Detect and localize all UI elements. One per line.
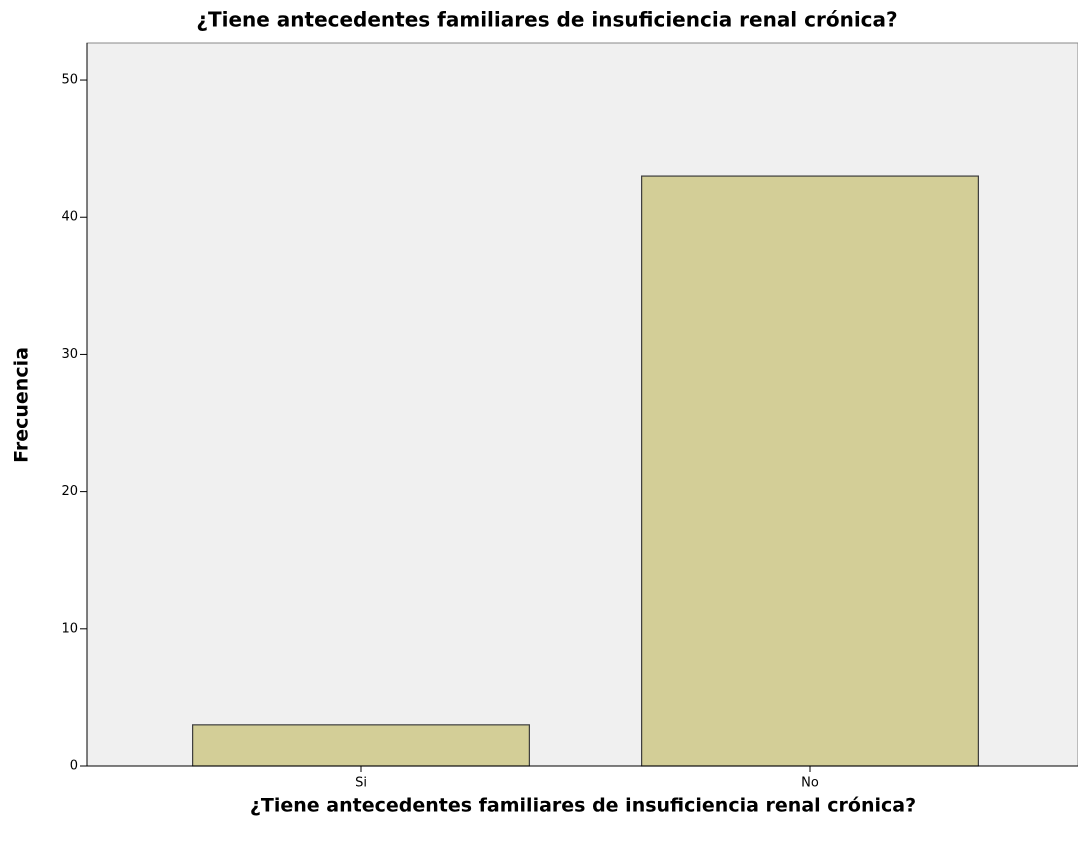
x-tick-label: Si <box>355 776 367 791</box>
x-axis-title: ¿Tiene antecedentes familiares de insufi… <box>250 795 916 817</box>
bar <box>192 724 530 767</box>
y-axis-title: Frecuencia <box>11 347 33 463</box>
y-tick-label: 10 <box>61 621 78 636</box>
y-tick-label: 0 <box>70 759 78 774</box>
y-tick-label: 50 <box>61 73 78 88</box>
y-tick-label: 20 <box>61 484 78 499</box>
y-tick-label: 30 <box>61 347 78 362</box>
y-tick-label: 40 <box>61 210 78 225</box>
bar <box>641 175 979 767</box>
chart-title: ¿Tiene antecedentes familiares de insufi… <box>196 8 897 32</box>
x-tick-label: No <box>801 776 819 791</box>
